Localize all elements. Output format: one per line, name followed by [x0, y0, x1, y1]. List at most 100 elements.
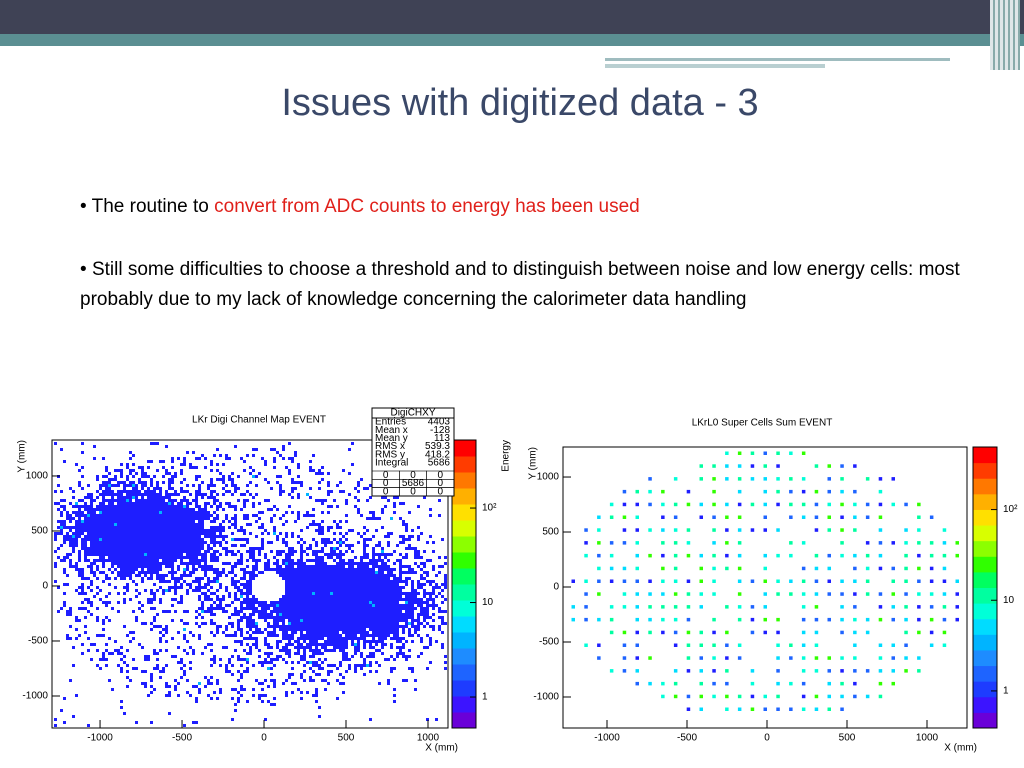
hit: [153, 592, 156, 595]
hit: [60, 505, 63, 508]
hit: [135, 520, 138, 523]
hit: [300, 577, 303, 580]
hit: [147, 505, 150, 508]
hit: [192, 508, 195, 511]
hit: [267, 532, 270, 535]
hit: [351, 637, 354, 640]
hit: [661, 605, 665, 609]
hit: [300, 676, 303, 679]
hit: [417, 625, 420, 628]
hit: [384, 586, 387, 589]
hit: [354, 586, 357, 589]
hit: [126, 541, 129, 544]
hit: [129, 535, 132, 538]
hit: [102, 655, 105, 658]
hit: [204, 565, 207, 568]
hit: [354, 583, 357, 586]
hit: [327, 649, 330, 652]
hit: [360, 628, 363, 631]
hit: [198, 607, 201, 610]
hit: [114, 640, 117, 643]
hit: [237, 613, 240, 616]
hit: [366, 607, 369, 610]
hit: [150, 544, 153, 547]
hit: [339, 583, 342, 586]
hit: [342, 490, 345, 493]
hit: [261, 571, 264, 574]
hit: [336, 589, 339, 592]
hit: [378, 556, 381, 559]
hit: [360, 556, 363, 559]
hit: [300, 586, 303, 589]
hit: [351, 604, 354, 607]
hit: [363, 565, 366, 568]
hit: [168, 520, 171, 523]
hit: [213, 550, 216, 553]
hit: [387, 682, 390, 685]
hit: [216, 625, 219, 628]
hit: [267, 568, 270, 571]
hit: [417, 622, 420, 625]
hit: [904, 502, 908, 507]
hit: [408, 604, 411, 607]
hit: [150, 481, 153, 484]
hit: [126, 517, 129, 520]
hit: [216, 580, 219, 583]
hit: [342, 598, 345, 601]
hit: [303, 601, 306, 604]
hit: [878, 489, 883, 494]
hit: [243, 601, 246, 604]
hit: [300, 589, 303, 592]
hit: [429, 625, 432, 628]
hit: [240, 604, 243, 607]
hit: [285, 583, 288, 586]
hit: [132, 526, 135, 529]
hit: [69, 607, 72, 610]
hit: [231, 505, 234, 508]
hit: [81, 652, 84, 655]
hit: [153, 502, 156, 505]
hit: [789, 515, 793, 519]
hit: [216, 574, 219, 577]
hit: [333, 592, 336, 595]
hit: [348, 619, 351, 622]
hit: [219, 691, 222, 694]
hit: [393, 658, 396, 661]
hit: [801, 605, 806, 609]
hit: [405, 592, 408, 595]
hit: [195, 475, 198, 478]
hit: [357, 577, 360, 580]
hit: [399, 574, 402, 577]
hit: [144, 553, 147, 556]
hit: [183, 568, 186, 571]
hit: [384, 628, 387, 631]
hit: [309, 667, 312, 670]
hit: [297, 649, 300, 652]
hit: [345, 646, 348, 649]
hit: [135, 550, 138, 553]
hit: [177, 514, 180, 517]
hit: [288, 583, 291, 586]
hit: [673, 477, 678, 481]
hit: [174, 559, 177, 562]
hit: [384, 622, 387, 625]
hit: [171, 508, 174, 511]
hit: [309, 469, 312, 472]
hit: [288, 562, 291, 565]
hit: [414, 553, 417, 556]
bullet: • Still some difficulties to choose a th…: [80, 259, 960, 310]
hit: [336, 547, 339, 550]
hit: [258, 571, 261, 574]
hit: [177, 586, 180, 589]
hit: [246, 601, 249, 604]
hit: [144, 544, 147, 547]
hit: [198, 562, 201, 565]
hit: [369, 655, 372, 658]
hit: [648, 553, 652, 558]
hit: [111, 559, 114, 562]
hit: [102, 538, 105, 541]
hit: [240, 688, 243, 691]
hit: [865, 592, 870, 596]
hit: [300, 556, 303, 559]
hit: [306, 574, 309, 577]
